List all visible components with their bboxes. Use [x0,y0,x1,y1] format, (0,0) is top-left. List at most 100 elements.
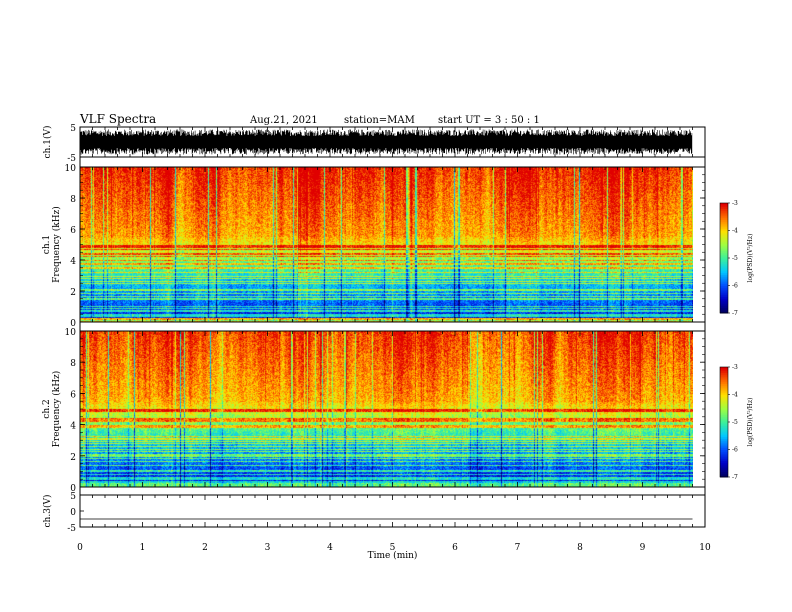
colorbar-segment [720,464,728,467]
colorbar-segment [720,309,728,312]
ch3-ytick-label: 5 [70,492,76,502]
spectrogram-image [80,167,693,322]
colorbar-segment [720,226,728,230]
time-axis: 0 1 2 3 4 5 6 7 8 9 10 Time (min) [77,157,711,561]
colorbar-segment [720,422,728,425]
colorbar-segment [720,281,728,285]
ch1-waveform-panel: 5 -5 ch.1(V) [42,124,706,164]
ch2-spectrogram-panel: 0 2 4 6 8 10 ch.2 Frequency (kHz) [42,328,706,494]
colorbar-segment [720,376,728,379]
colorbar-segment [720,265,728,268]
colorbar-segment [720,405,728,408]
colorbar-segment [720,225,728,228]
y-tick-label: 6 [70,226,76,236]
colorbar-segment [720,444,728,447]
start-time-label: start UT = 3 : 50 : 1 [438,115,540,126]
x-axis-label: Time (min) [368,550,418,561]
colorbar-segment [720,416,728,419]
colorbar-segment [720,442,728,445]
colorbar-segment [720,475,728,478]
colorbar-segment [720,398,728,401]
colorbar-segment [720,232,728,235]
colorbar-segment [720,245,728,248]
colorbar-segment [720,394,728,397]
colorbar-segment [720,204,728,208]
date-label: Aug.21, 2021 [249,115,318,126]
colorbar-segment [720,458,728,461]
colorbar-segment [720,455,728,458]
colorbar-segment [720,261,728,264]
colorbar-segment [720,423,728,427]
ch1-spectrogram-panel: 0 2 4 6 8 10 ch.1 Frequency (kHz) [42,164,706,329]
station-label: station=MAM [344,115,415,126]
colorbar-segment [720,254,728,257]
colorbar-tick-label: -6 [732,447,738,454]
y-tick-label: 4 [70,422,76,432]
x-tick-label: 8 [577,543,583,553]
colorbar-segment [720,453,728,456]
colorbar-segment [720,409,728,412]
colorbar-segment [720,236,728,239]
ch1-waveform-ylabel: ch.1(V) [42,126,53,159]
colorbar-segment [720,247,728,250]
x-tick-label: 2 [202,543,208,553]
colorbar-segment [720,401,728,405]
colorbar-segment [720,212,728,215]
colorbar-segment [720,390,728,394]
colorbar-segment [720,280,728,283]
colorbar-segment [720,303,728,307]
colorbar-segment [720,221,728,224]
colorbar-segment [720,412,728,416]
colorbar-segment [720,403,728,406]
colorbar-segment [720,447,728,450]
colorbar-segment [720,307,728,310]
colorbar-segment [720,460,728,463]
x-tick-label: 9 [640,543,646,553]
colorbar-segment [720,278,728,281]
ch1-ytick-label: -5 [67,154,76,164]
colorbar-segment [720,374,728,377]
colorbar-segment [720,381,728,384]
ch1-colorbar: -3 -4 -5 -6 -7 log(PSD)(V²/Hz) [719,200,754,317]
colorbar-tick-label: -4 [732,228,738,235]
colorbar-segment [720,396,728,399]
y-tick-label: 8 [70,195,76,205]
colorbar-segment [720,367,728,370]
colorbar-segment [720,269,728,272]
colorbar-segment [720,287,728,290]
colorbar-segment [720,272,728,275]
colorbar-segment [720,449,728,452]
x-tick-label: 0 [77,543,83,553]
colorbar-segment [720,378,728,381]
colorbar-segment [720,214,728,217]
colorbar-tick-label: -5 [732,419,738,426]
colorbar-segment [720,263,728,266]
colorbar-segment [720,438,728,441]
colorbar-segment [720,208,728,211]
colorbar-segment [720,436,728,439]
colorbar-segment [720,469,728,472]
colorbar-segment [720,411,728,414]
y-tick-label: 0 [70,319,76,329]
colorbar-segment [720,387,728,390]
colorbar-segment [720,267,728,270]
y-tick-label: 4 [70,257,76,267]
y-tick-label: 10 [65,328,77,338]
colorbar-segment [720,427,728,430]
colorbar-segment [720,418,728,421]
colorbar-segment [720,425,728,428]
colorbar-segment [720,385,728,388]
colorbar-segment [720,429,728,432]
colorbar-segment [720,383,728,386]
colorbar-segment [720,445,728,449]
colorbar-segment [720,217,728,220]
colorbar-segment [720,210,728,213]
y-tick-label: 0 [70,484,76,494]
colorbar-segment [720,291,728,294]
colorbar-segment [720,431,728,434]
colorbar-segment [720,372,728,375]
colorbar-segment [720,389,728,392]
colorbar-segment [720,223,728,226]
colorbar-segment [720,294,728,297]
colorbar-segment [720,433,728,436]
